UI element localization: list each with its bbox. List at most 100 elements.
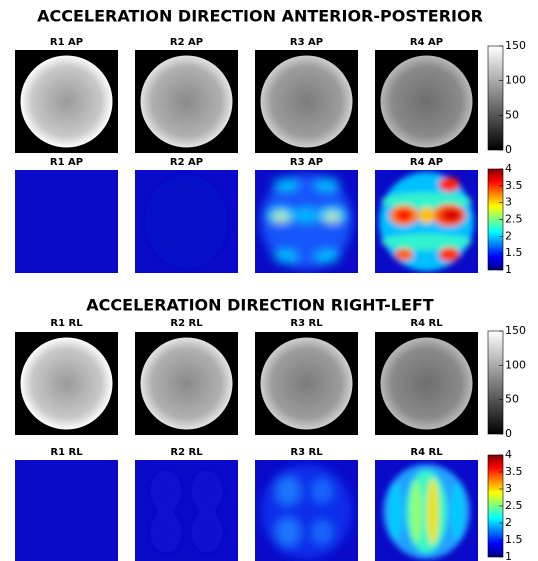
panel-image bbox=[15, 332, 118, 435]
colorbar-tick-label: 100 bbox=[505, 358, 526, 371]
map-blobs bbox=[261, 464, 352, 559]
panel-label: R4 AP bbox=[410, 157, 443, 168]
colorbar-tick-label: 4 bbox=[505, 162, 512, 175]
colorbar-tick-label: 4 bbox=[505, 448, 512, 461]
blob bbox=[427, 479, 439, 545]
panel-label: R3 AP bbox=[290, 157, 323, 168]
colorbar-tick-label: 100 bbox=[505, 74, 526, 87]
panel-image bbox=[135, 460, 238, 561]
map-blobs bbox=[379, 172, 474, 271]
colorbar-tick-label: 3 bbox=[505, 482, 512, 495]
panel-image bbox=[375, 460, 478, 561]
colorbar-tick-label: 3 bbox=[505, 196, 512, 209]
colorbar bbox=[488, 331, 503, 434]
phantom bbox=[381, 338, 473, 430]
blob bbox=[145, 175, 227, 268]
map-background bbox=[15, 170, 118, 273]
blob bbox=[441, 208, 462, 222]
panel-label: R2 AP bbox=[170, 37, 203, 48]
blob bbox=[294, 208, 319, 222]
colorbar-tick-label: 1 bbox=[505, 550, 512, 561]
blob bbox=[396, 209, 412, 221]
phantom bbox=[21, 56, 113, 148]
figure: ACCELERATION DIRECTION ANTERIOR-POSTERIO… bbox=[0, 0, 538, 561]
panel-label: R2 AP bbox=[170, 157, 203, 168]
panel-label: R4 RL bbox=[410, 447, 443, 458]
map-blobs bbox=[383, 464, 470, 559]
panel-label: R4 RL bbox=[410, 318, 443, 329]
panel-label: R1 RL bbox=[50, 447, 83, 458]
blob bbox=[312, 479, 333, 504]
phantom bbox=[261, 56, 353, 148]
panel-label: R3 AP bbox=[290, 37, 323, 48]
panel-label: R4 AP bbox=[410, 37, 443, 48]
blob bbox=[315, 178, 340, 190]
colorbar-tick-label: 1.5 bbox=[505, 533, 523, 546]
phantom bbox=[141, 338, 233, 430]
panel-label: R2 RL bbox=[170, 447, 203, 458]
panel-label: R1 RL bbox=[50, 318, 83, 329]
panel-image bbox=[135, 50, 238, 153]
panel-image bbox=[375, 50, 478, 153]
section-title: ACCELERATION DIRECTION ANTERIOR-POSTERIO… bbox=[37, 7, 483, 26]
colorbar-tick-label: 0 bbox=[505, 143, 512, 156]
blob bbox=[192, 470, 223, 511]
panel-label: R1 AP bbox=[50, 37, 83, 48]
colorbar-tick-label: 150 bbox=[505, 324, 526, 337]
phantom bbox=[21, 338, 113, 430]
colorbar bbox=[488, 46, 503, 150]
panel-image bbox=[15, 50, 118, 153]
panel-label: R3 RL bbox=[290, 318, 323, 329]
colorbar-tick-label: 3.5 bbox=[505, 465, 523, 478]
colorbar-tick-label: 2.5 bbox=[505, 499, 523, 512]
blob bbox=[276, 518, 301, 547]
panel-image bbox=[135, 170, 238, 273]
blob bbox=[150, 511, 181, 552]
blob bbox=[395, 248, 414, 260]
panel-image bbox=[15, 170, 118, 273]
phantom bbox=[141, 56, 233, 148]
colorbar-tick-label: 2.5 bbox=[505, 213, 523, 226]
colorbar-tick-label: 150 bbox=[505, 39, 526, 52]
blob bbox=[325, 213, 339, 221]
panel-label: R3 RL bbox=[290, 447, 323, 458]
panel-image bbox=[255, 460, 358, 561]
panel-label: R1 AP bbox=[50, 157, 83, 168]
map-blobs bbox=[261, 174, 352, 269]
blob bbox=[150, 470, 181, 511]
panel-image bbox=[255, 332, 358, 435]
colorbar-tick-label: 2 bbox=[505, 516, 512, 529]
colorbar-tick-label: 0 bbox=[505, 427, 512, 440]
blob bbox=[418, 207, 434, 223]
panel-image bbox=[15, 460, 118, 561]
colorbar-tick-label: 50 bbox=[505, 393, 519, 406]
blob bbox=[312, 520, 333, 545]
map-background bbox=[135, 460, 238, 561]
colorbar-tick-label: 50 bbox=[505, 108, 519, 121]
panel-image bbox=[375, 332, 478, 435]
blob bbox=[439, 247, 460, 261]
colorbar-tick-label: 1.5 bbox=[505, 246, 523, 259]
blob bbox=[451, 483, 463, 541]
colorbar-tick-label: 3.5 bbox=[505, 179, 523, 192]
section-title: ACCELERATION DIRECTION RIGHT-LEFT bbox=[86, 296, 434, 315]
blob bbox=[389, 483, 401, 541]
colorbar-tick-label: 2 bbox=[505, 229, 512, 242]
blob bbox=[276, 476, 301, 505]
blob bbox=[439, 177, 460, 191]
blob bbox=[381, 234, 472, 250]
colorbar-tick-label: 1 bbox=[505, 263, 512, 276]
blob bbox=[274, 250, 299, 262]
panel-image bbox=[255, 50, 358, 153]
blob bbox=[315, 250, 340, 262]
panel-image bbox=[135, 332, 238, 435]
panel-image bbox=[255, 170, 358, 273]
blob bbox=[261, 464, 352, 559]
phantom bbox=[261, 338, 353, 430]
map-blobs bbox=[145, 175, 227, 268]
panel-image bbox=[375, 170, 478, 273]
blob bbox=[192, 511, 223, 552]
panel-label: R2 RL bbox=[170, 318, 203, 329]
map-background bbox=[15, 460, 118, 561]
blob bbox=[274, 213, 288, 221]
